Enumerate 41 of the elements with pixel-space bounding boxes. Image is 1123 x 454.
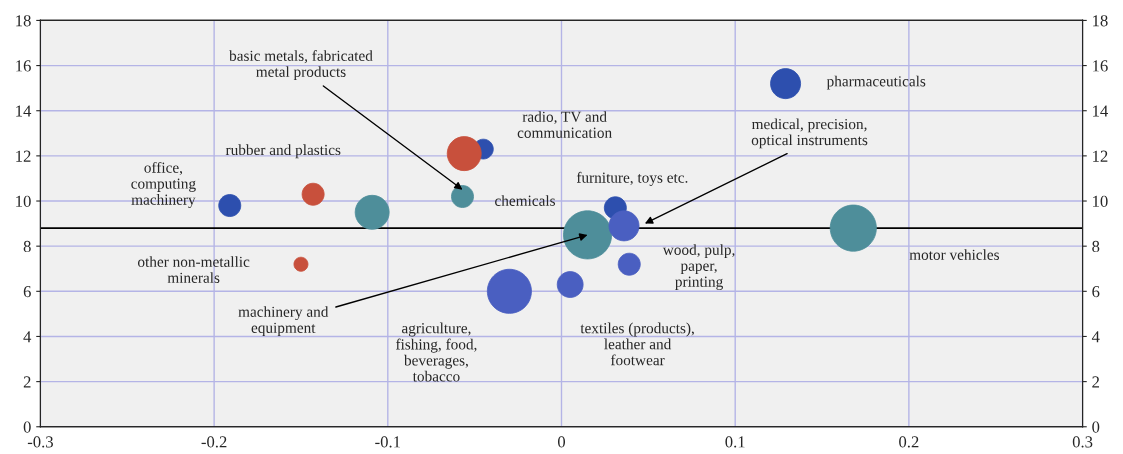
annotation: furniture, toys etc. (576, 171, 688, 186)
annotation: chemicals (495, 195, 556, 206)
annotation: machinery and equipment (238, 306, 329, 337)
annotation: agriculture, fishing, food, beverages, tobacco (395, 322, 477, 382)
y2-tick-label: 8 (1092, 240, 1100, 253)
x-tick-label: 0.1 (725, 436, 745, 448)
y-tick-label: 16 (16, 60, 31, 72)
annotation: motor vehicles (909, 249, 1000, 260)
y-tick-label: 10 (16, 195, 31, 207)
y2-tick-label: 14 (1093, 105, 1109, 117)
annotation: rubber and plastics (225, 144, 341, 159)
x-tick-label: 0.3 (1072, 436, 1093, 448)
y2-tick-label: 6 (1092, 286, 1100, 298)
x-tick-label: 0.2 (899, 436, 919, 448)
y2-tick-label: 10 (1093, 195, 1108, 207)
annotation: other non-metallic minerals (138, 256, 250, 283)
y2-tick-label: 0 (1092, 421, 1100, 433)
y-tick-label: 12 (16, 150, 31, 162)
y-tick-label: 14 (16, 105, 32, 117)
annotation: medical, precision, optical instruments (751, 118, 868, 149)
annotation: radio, TV and communication (517, 111, 612, 138)
y2-tick-label: 16 (1093, 60, 1108, 72)
y-tick-label: 6 (23, 286, 31, 298)
y-tick-label: 2 (23, 376, 31, 388)
annotation: office, computing machinery (131, 161, 196, 208)
annotation: wood, pulp, paper, printing (662, 244, 735, 290)
annotation: basic metals, fabricated metal products (229, 50, 373, 81)
y-tick-label: 8 (23, 240, 31, 253)
annotation: textiles (products), leather and footwear (580, 322, 694, 366)
y2-tick-label: 2 (1092, 376, 1100, 388)
y-tick-label: 18 (16, 15, 31, 27)
x-tick-label: -0.2 (201, 436, 227, 448)
x-tick-label: 0 (557, 436, 566, 448)
y2-tick-label: 18 (1093, 15, 1108, 27)
y-tick-label: 0 (23, 421, 31, 433)
x-tick-label: -0.3 (27, 436, 53, 448)
x-tick-label: -0.1 (375, 436, 400, 448)
annotation: pharmaceuticals (826, 75, 926, 90)
y2-tick-label: 4 (1091, 331, 1100, 343)
y2-tick-label: 12 (1093, 150, 1108, 162)
y-tick-label: 4 (23, 331, 32, 343)
